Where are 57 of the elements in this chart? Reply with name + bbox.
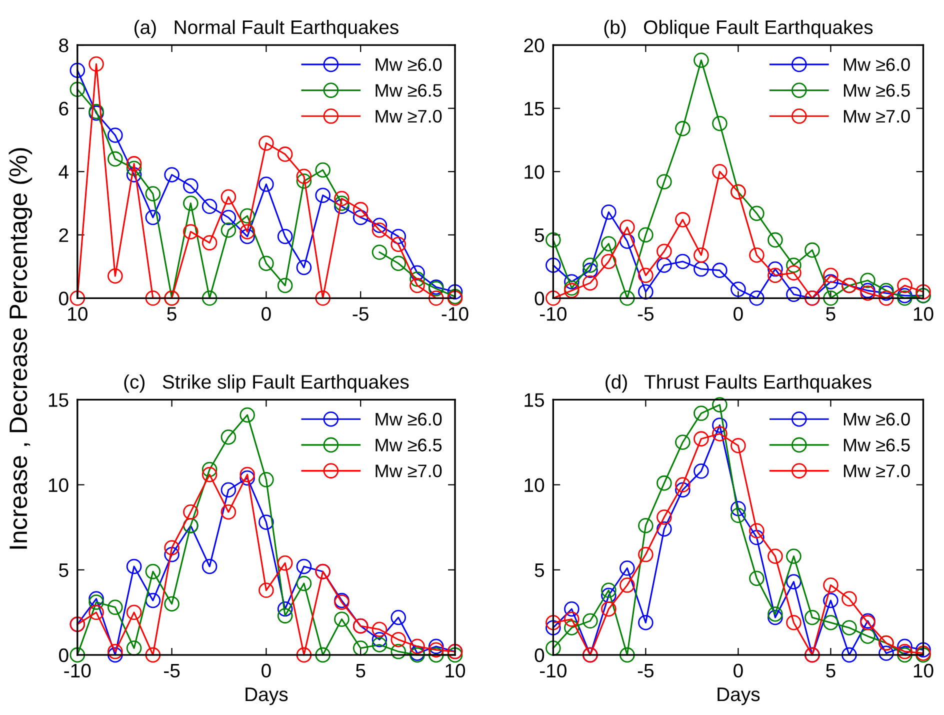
x-axis-title: Days [246, 688, 288, 706]
x-tick-label: 0 [734, 307, 743, 321]
y-tick-label: 5 [534, 564, 544, 578]
x-tick-label: 0 [734, 664, 743, 678]
legend-label: Mw ≥6.5 [844, 438, 910, 452]
x-tick-label: 5 [167, 307, 176, 321]
y-tick-label: 15 [524, 102, 544, 116]
y-tick-label: 4 [58, 165, 69, 179]
legend-label: Mw ≥7.0 [844, 464, 910, 478]
y-axis-title: Increase , Decrease Percentage (%) [8, 148, 32, 549]
x-tick-label: -10 [442, 307, 468, 321]
y-tick-label: 10 [524, 165, 544, 179]
x-tick-label: -5 [638, 307, 654, 321]
legend-label: Mw ≥6.5 [376, 84, 442, 97]
y-tick-label: 10 [524, 478, 544, 492]
x-tick-label: 5 [356, 664, 366, 678]
x-tick-label: 10 [914, 664, 934, 678]
y-tick-label: 0 [534, 292, 544, 306]
chart-title: (d) Thrust Faults Earthquakes [606, 374, 872, 393]
legend-label: Mw ≥6.0 [376, 412, 442, 426]
x-tick-label: 10 [914, 307, 934, 321]
x-tick-label: -5 [352, 307, 368, 321]
chart-title: (a) Normal Fault Earthquakes [134, 20, 398, 38]
x-tick-label: 0 [262, 664, 271, 678]
legend-label: Mw ≥6.0 [376, 58, 442, 71]
chart-title: (c) Strike slip Fault Earthquakes [124, 374, 409, 393]
y-tick-label: 5 [59, 564, 68, 578]
x-tick-label: -10 [64, 664, 91, 678]
x-tick-label: 10 [446, 664, 466, 678]
legend-label: Mw ≥7.0 [844, 110, 910, 123]
legend-label: Mw ≥6.5 [376, 438, 442, 452]
x-tick-label: 0 [262, 307, 271, 321]
legend-label: Mw ≥6.0 [844, 58, 910, 71]
y-tick-label: 0 [534, 648, 544, 662]
y-tick-label: 5 [534, 228, 544, 242]
y-tick-label: 0 [59, 292, 68, 306]
y-tick-label: 15 [524, 393, 544, 407]
y-tick-label: 6 [59, 102, 68, 116]
y-tick-label: 20 [524, 38, 544, 52]
x-tick-label: 5 [826, 664, 836, 678]
x-tick-label: -10 [540, 307, 566, 321]
x-tick-label: 10 [68, 307, 88, 321]
y-tick-label: 8 [59, 38, 68, 52]
y-tick-label: 10 [48, 478, 68, 492]
legend-label: Mw ≥7.0 [376, 110, 442, 123]
x-axis-title: Days [718, 688, 760, 706]
y-tick-label: 2 [59, 228, 68, 242]
x-tick-label: -5 [638, 664, 654, 678]
y-tick-label: 0 [59, 648, 68, 662]
y-tick-label: 15 [48, 393, 68, 407]
legend-label: Mw ≥6.5 [844, 84, 910, 97]
x-tick-label: -5 [164, 664, 180, 678]
legend-label: Mw ≥6.0 [844, 412, 910, 426]
x-tick-label: 5 [826, 307, 836, 321]
chart-title: (b) Oblique Fault Earthquakes [604, 20, 873, 38]
x-tick-label: -10 [540, 664, 566, 678]
legend-label: Mw ≥7.0 [376, 464, 442, 478]
